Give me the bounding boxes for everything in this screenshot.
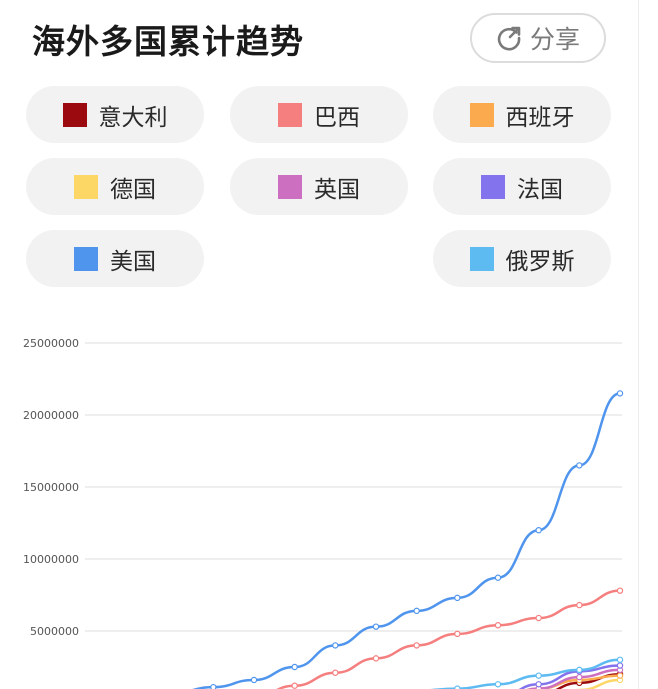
series-line [192,392,621,689]
legend-label: 美国 [110,248,156,275]
data-point [454,594,461,602]
data-point [494,681,502,688]
data-point [616,656,624,663]
legend-swatch [278,102,302,127]
share-label: 分享 [529,25,580,54]
data-point [616,587,624,594]
y-tick-label: 5000000 [30,625,79,638]
legend-swatch [62,102,87,127]
data-point [616,662,624,669]
data-point [413,607,420,615]
data-point [372,623,380,630]
y-tick-label: 15000000 [23,481,79,494]
cumulative-line-chart: 25000000 20000000 15000000 10000000 5000000 [23,337,624,689]
legend-item[interactable]: 意大利 [26,86,204,143]
data-point [413,642,420,649]
data-point [616,390,624,397]
legend-label: 英国 [314,176,360,203]
data-point [332,642,339,649]
page-title: 海外多国累计趋势 [32,22,304,61]
panel-divider [638,0,639,689]
data-point [616,672,624,679]
share-icon [497,26,521,51]
legend-item[interactable]: 英国 [230,158,408,215]
data-point [291,682,298,689]
legend-swatch [469,246,494,271]
data-point [494,574,502,581]
data-point [535,614,542,622]
y-tick-label: 25000000 [23,337,79,350]
data-point [250,676,258,684]
legend-item[interactable]: 西班牙 [433,86,611,143]
data-point [535,672,542,679]
data-point [576,666,583,674]
y-tick-label: 20000000 [23,409,79,422]
legend-label: 法国 [517,176,563,203]
legend-swatch [74,174,98,199]
legend-item[interactable]: 法国 [433,158,611,215]
legend-swatch [469,102,494,127]
legend-swatch [74,246,98,271]
data-point [332,669,339,676]
data-point [576,462,583,469]
data-point [291,663,298,671]
share-button[interactable]: 分享 [470,13,606,63]
legend-item[interactable]: 德国 [26,158,204,215]
legend-label: 俄罗斯 [505,248,575,275]
data-point [535,681,542,688]
legend-item[interactable]: 巴西 [230,86,408,143]
data-point [210,683,217,689]
legend-label: 意大利 [98,104,168,131]
legend-label: 西班牙 [505,104,575,131]
legend-label: 巴西 [314,104,360,131]
legend-swatch [481,174,505,199]
data-point [535,526,542,534]
legend-item[interactable]: 美国 [26,230,204,287]
legend-label: 德国 [110,176,156,203]
legend-item[interactable]: 俄罗斯 [433,230,611,287]
data-point [576,601,583,609]
data-point [494,622,502,629]
series-line [518,664,621,689]
data-point [454,630,461,638]
series-line [527,668,621,689]
data-point [372,655,380,662]
y-tick-label: 10000000 [23,553,79,566]
legend-swatch [278,174,302,199]
data-point [576,673,583,681]
